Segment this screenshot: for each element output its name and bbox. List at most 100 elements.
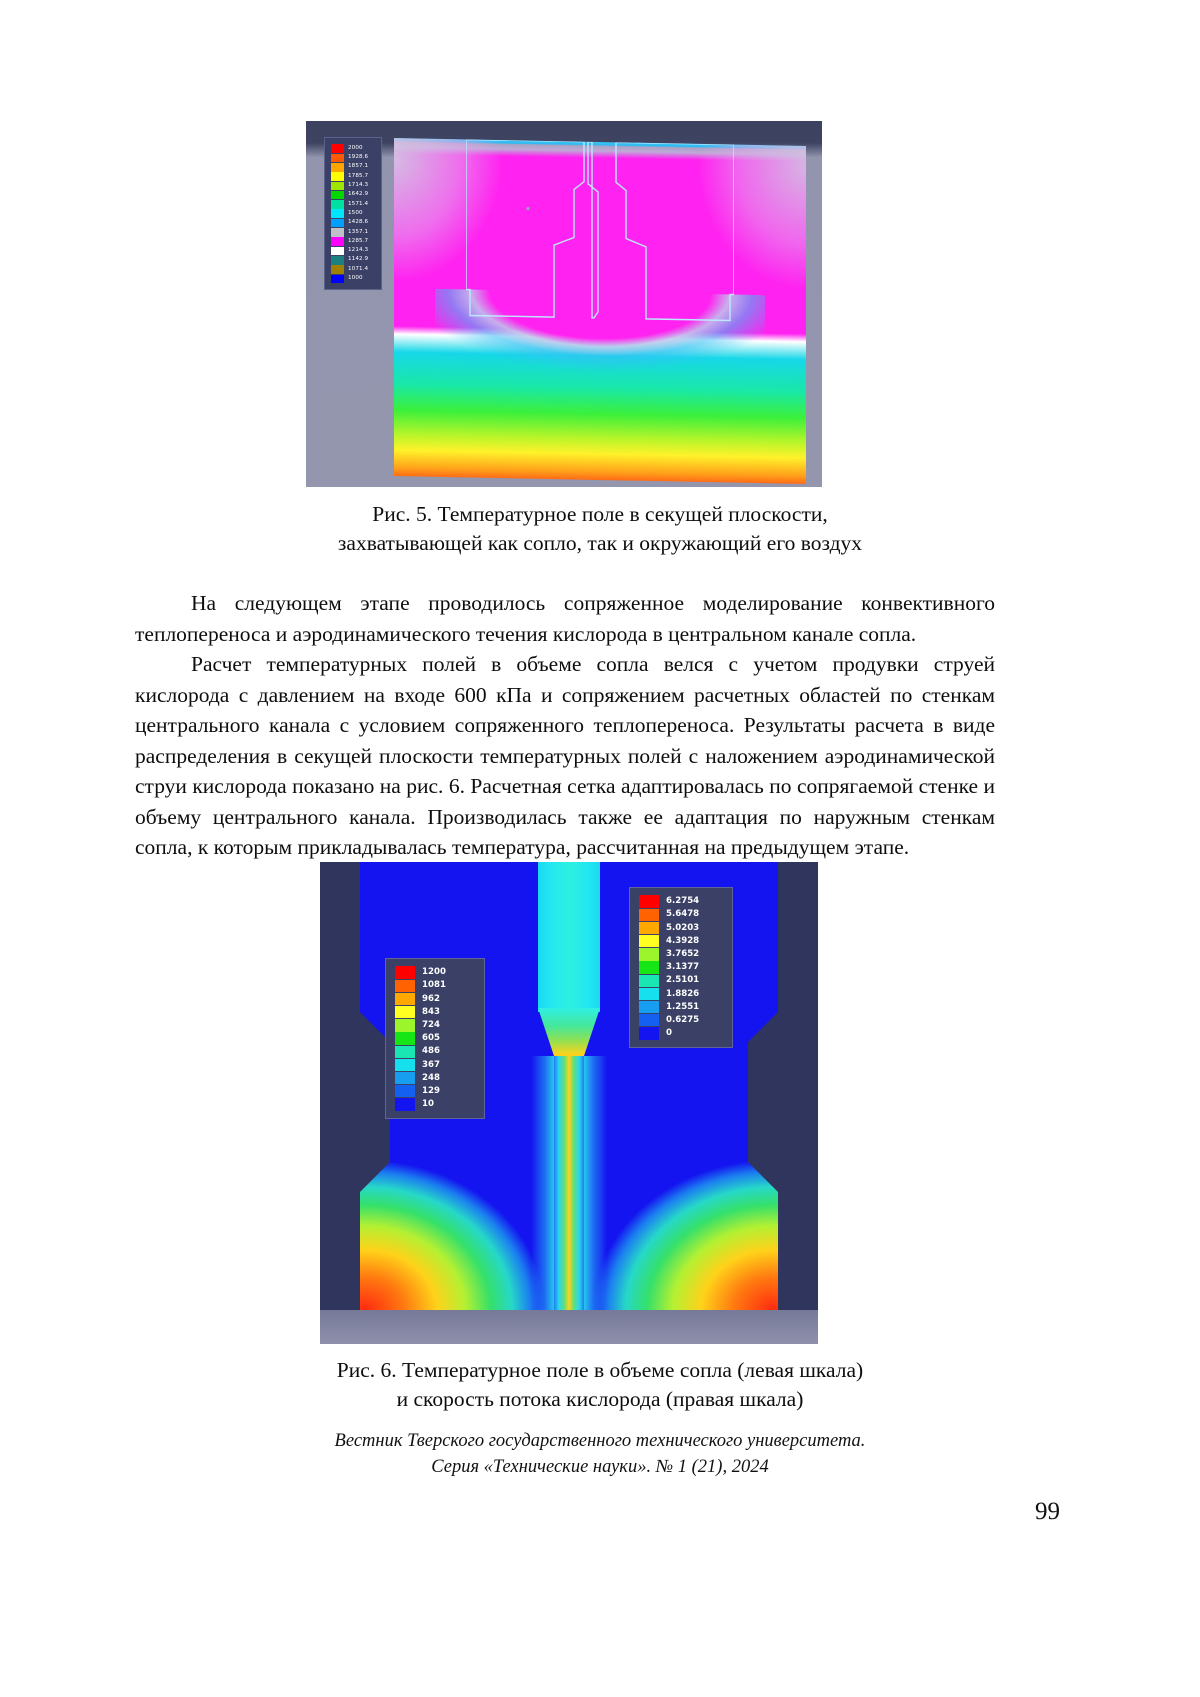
legend-value: 1.2551 bbox=[666, 1003, 699, 1012]
paragraph-2: Расчет температурных полей в объеме сопл… bbox=[135, 649, 995, 863]
legend-item: 0 bbox=[639, 1027, 724, 1040]
footer-journal-name: Вестник Тверского государственного техни… bbox=[0, 1429, 1200, 1455]
legend-swatch bbox=[395, 1085, 415, 1097]
legend-swatch bbox=[395, 1006, 415, 1018]
legend-value: 1142.9 bbox=[348, 257, 368, 263]
figure-5-caption: Рис. 5. Температурное поле в секущей пло… bbox=[0, 500, 1200, 557]
legend-swatch bbox=[395, 980, 415, 992]
legend-swatch bbox=[639, 961, 659, 973]
legend-swatch bbox=[331, 275, 344, 284]
page-footer: Вестник Тверского государственного техни… bbox=[0, 1429, 1200, 1480]
legend-value: 1.8826 bbox=[666, 990, 699, 999]
document-page: 2000 1928.6 1857.1 1785.7 1714.3 1642.9 … bbox=[0, 0, 1200, 1697]
legend-value: 367 bbox=[422, 1061, 440, 1070]
legend-swatch bbox=[331, 228, 344, 237]
legend-swatch bbox=[639, 948, 659, 960]
legend-value: 843 bbox=[422, 1008, 440, 1017]
legend-item: 605 bbox=[395, 1032, 476, 1045]
legend-item: 6.2754 bbox=[639, 895, 724, 908]
legend-value: 1285.7 bbox=[348, 239, 368, 245]
legend-swatch bbox=[395, 1019, 415, 1031]
legend-value: 2.5101 bbox=[666, 976, 699, 985]
legend-value: 1500 bbox=[348, 211, 363, 217]
legend-swatch bbox=[331, 172, 344, 181]
legend-value: 1785.7 bbox=[348, 174, 368, 180]
legend-item: 3.1377 bbox=[639, 961, 724, 974]
legend-value: 3.1377 bbox=[666, 963, 699, 972]
legend-swatch bbox=[331, 200, 344, 209]
figure-5-frame: 2000 1928.6 1857.1 1785.7 1714.3 1642.9 … bbox=[306, 121, 822, 487]
figure-5-caption-line-2: захватывающей как сопло, так и окружающи… bbox=[0, 529, 1200, 558]
legend-value: 724 bbox=[422, 1021, 440, 1030]
legend-swatch bbox=[395, 1032, 415, 1044]
legend-item: 2.5101 bbox=[639, 974, 724, 987]
legend-item: 1500 bbox=[331, 209, 377, 218]
legend-swatch bbox=[331, 265, 344, 274]
legend-swatch bbox=[395, 1072, 415, 1084]
legend-item: 2000 bbox=[331, 144, 377, 153]
legend-swatch bbox=[331, 154, 344, 163]
legend-value: 0.6275 bbox=[666, 1016, 699, 1025]
legend-item: 1081 bbox=[395, 979, 476, 992]
legend-item: 843 bbox=[395, 1006, 476, 1019]
figure-6-caption: Рис. 6. Температурное поле в объеме сопл… bbox=[0, 1356, 1200, 1413]
legend-value: 3.7652 bbox=[666, 950, 699, 959]
legend-item: 1071.4 bbox=[331, 265, 377, 274]
figure-5-nozzle-outline bbox=[466, 139, 734, 380]
legend-value: 1928.6 bbox=[348, 155, 368, 161]
legend-swatch bbox=[331, 219, 344, 228]
legend-item: 1714.3 bbox=[331, 181, 377, 190]
legend-swatch bbox=[331, 191, 344, 200]
figure-5-image: 2000 1928.6 1857.1 1785.7 1714.3 1642.9 … bbox=[306, 121, 822, 487]
legend-item: 129 bbox=[395, 1085, 476, 1098]
legend-value: 1214.3 bbox=[348, 248, 368, 254]
legend-item: 1285.7 bbox=[331, 237, 377, 246]
body-text: На следующем этапе проводилось сопряженн… bbox=[135, 588, 995, 863]
figure-5-temperature-field bbox=[394, 138, 806, 484]
page-number: 99 bbox=[1035, 1498, 1060, 1526]
legend-value: 1200 bbox=[422, 968, 446, 977]
legend-item: 5.6478 bbox=[639, 908, 724, 921]
legend-item: 1642.9 bbox=[331, 190, 377, 199]
legend-value: 1081 bbox=[422, 981, 446, 990]
legend-item: 367 bbox=[395, 1058, 476, 1071]
legend-value: 1642.9 bbox=[348, 192, 368, 198]
legend-swatch bbox=[331, 209, 344, 218]
legend-item: 10 bbox=[395, 1098, 476, 1111]
legend-swatch bbox=[395, 1098, 415, 1110]
figure-6-frame: 1200 1081 962 843 724 605 486 367 248 12… bbox=[320, 862, 818, 1344]
legend-value: 486 bbox=[422, 1047, 440, 1056]
legend-swatch bbox=[395, 993, 415, 1005]
legend-swatch bbox=[395, 1046, 415, 1058]
legend-swatch bbox=[331, 256, 344, 265]
legend-value: 1357.1 bbox=[348, 230, 368, 236]
legend-item: 1571.4 bbox=[331, 200, 377, 209]
legend-value: 5.0203 bbox=[666, 924, 699, 933]
legend-value: 10 bbox=[422, 1100, 434, 1109]
legend-swatch bbox=[639, 895, 659, 907]
legend-value: 1071.4 bbox=[348, 267, 368, 273]
legend-item: 3.7652 bbox=[639, 948, 724, 961]
legend-value: 1714.3 bbox=[348, 183, 368, 189]
legend-swatch bbox=[395, 966, 415, 978]
legend-value: 129 bbox=[422, 1087, 440, 1096]
legend-item: 1928.6 bbox=[331, 153, 377, 162]
legend-value: 2000 bbox=[348, 146, 363, 152]
legend-swatch bbox=[331, 182, 344, 191]
legend-swatch bbox=[639, 1014, 659, 1026]
legend-item: 1.2551 bbox=[639, 1001, 724, 1014]
legend-swatch bbox=[639, 1001, 659, 1013]
figure-6-caption-line-1: Рис. 6. Температурное поле в объеме сопл… bbox=[0, 1356, 1200, 1385]
legend-value: 4.3928 bbox=[666, 937, 699, 946]
legend-item: 1000 bbox=[331, 274, 377, 283]
figure-6-caption-line-2: и скорость потока кислорода (правая шкал… bbox=[0, 1385, 1200, 1414]
legend-item: 5.0203 bbox=[639, 921, 724, 934]
figure-6-image: 1200 1081 962 843 724 605 486 367 248 12… bbox=[320, 862, 818, 1344]
figure-6-legend-temperature: 1200 1081 962 843 724 605 486 367 248 12… bbox=[385, 958, 485, 1119]
legend-swatch bbox=[639, 909, 659, 921]
legend-item: 1785.7 bbox=[331, 172, 377, 181]
legend-value: 248 bbox=[422, 1074, 440, 1083]
legend-item: 1214.3 bbox=[331, 246, 377, 255]
figure-5-caption-line-1: Рис. 5. Температурное поле в секущей пло… bbox=[0, 500, 1200, 529]
legend-swatch bbox=[639, 975, 659, 987]
